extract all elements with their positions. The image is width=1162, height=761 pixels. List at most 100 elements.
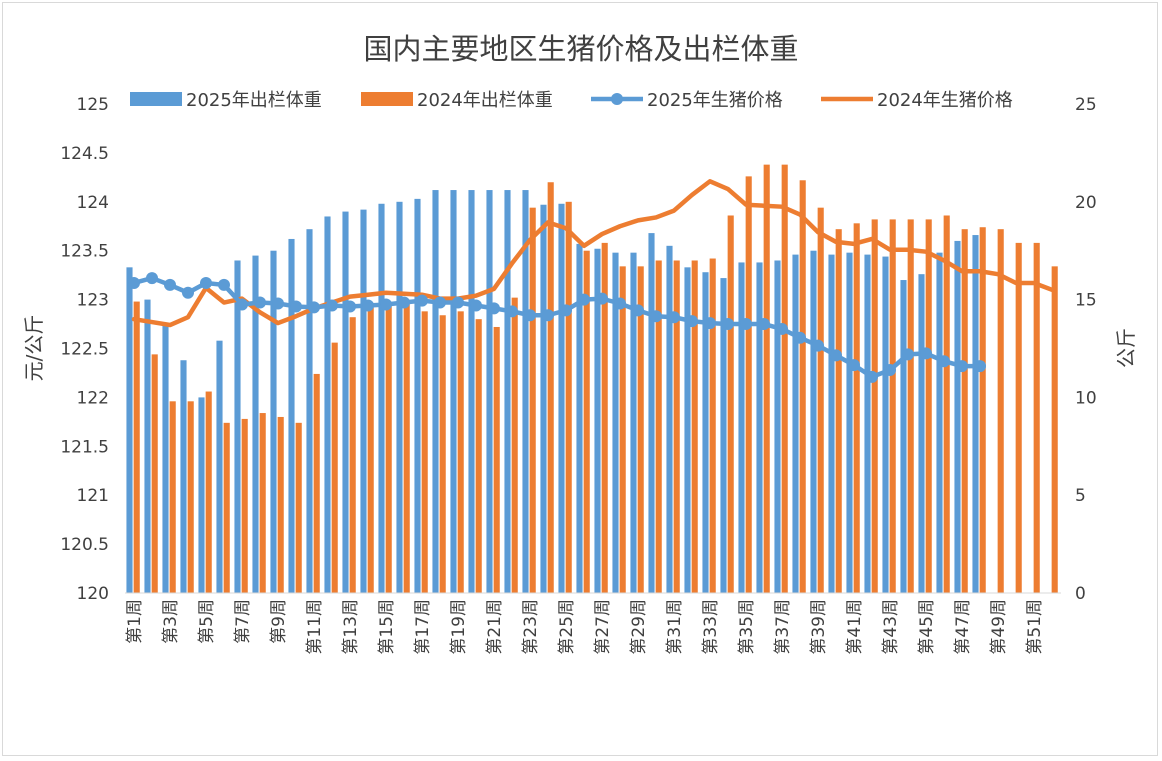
x-tick-label: 第41周 [845,599,865,655]
left-tick-label: 124.5 [60,144,109,164]
bar-2024-weight [637,266,644,593]
bar-2024-weight [763,164,770,593]
bar-2024-weight [475,319,482,593]
x-tick-label: 第29周 [629,599,649,655]
right-tick-label: 10 [1075,388,1097,408]
marker-2025-price [434,296,446,309]
legend-label: 2024年出栏体重 [417,90,553,111]
bar-2024-weight [313,373,320,593]
right-axis-title: 公斤 [1114,328,1138,368]
bar-2024-weight [583,250,590,593]
x-axis: 第1周 第3周 第5周 第7周 第9周 第11周 第13周 第15周 第17周 第19周 第21周第… [125,592,1061,655]
bar-2025-weight [162,324,169,593]
bar-2025-weight [954,240,961,594]
bar-2024-weight [439,315,446,593]
marker-2025-price [236,298,248,311]
bar-2025-weight [774,260,781,593]
left-tick-label: 120.5 [60,535,109,555]
x-tick-label: 第9周 [269,599,289,644]
marker-2025-price [902,348,914,361]
bar-2025-weight [630,252,637,593]
legend-swatch [361,92,413,106]
x-tick-label: 第47周 [953,599,973,655]
bar-2025-weight [828,254,835,594]
bar-2025-weight [972,235,979,594]
x-tick-label: 第23周 [521,599,541,655]
bar-2024-weight [187,401,194,593]
right-tick-label: 15 [1075,291,1097,311]
x-tick-label: 第49周 [989,599,1009,655]
marker-2025-price [218,278,230,291]
bar-2025-weight [648,233,655,593]
bar-2025-weight [378,203,385,593]
marker-2025-price [704,317,716,330]
x-tick-label: 第25周 [557,599,577,655]
marker-2025-price [974,360,986,373]
bar-2024-weight [295,422,302,593]
bar-2024-weight [277,416,284,593]
marker-2025-price [290,300,302,313]
bar-2024-weight [871,219,878,593]
bar-2025-weight [216,340,223,593]
left-tick-label: 121.5 [60,437,109,457]
bar-2025-weight [810,250,817,593]
bar-series [126,164,1058,594]
marker-2025-price [614,297,626,310]
bar-2024-weight [907,219,914,593]
chart-legend: 2025年出栏体重 2024年出栏体重 2025年生猪价格 2024年生猪价格 [130,90,1013,111]
bar-2025-weight [342,211,349,593]
bar-2025-weight [864,254,871,594]
x-tick-label: 第21周 [485,599,505,655]
marker-2025-price [956,360,968,373]
bar-2024-weight [1033,242,1040,593]
marker-2025-price [758,318,770,331]
left-tick-label: 123 [77,291,109,311]
bar-2025-weight [468,190,475,593]
bar-2024-weight [403,301,410,593]
marker-2025-price [452,296,464,309]
marker-2025-price [344,300,356,313]
bar-2025-weight [792,254,799,594]
marker-2025-price [380,298,392,311]
bar-2024-weight [925,219,932,593]
bar-2025-weight [144,299,151,593]
bar-2024-weight [565,201,572,594]
marker-2025-price [542,309,554,322]
bar-2025-weight [738,262,745,593]
right-tick-label: 20 [1075,193,1097,213]
x-tick-label: 第19周 [449,599,469,655]
marker-2025-price [920,347,932,360]
bar-2024-weight [457,311,464,593]
bar-2024-weight [349,317,356,593]
bar-2024-weight [673,260,680,593]
bar-2025-weight [126,267,133,593]
bar-2024-weight [961,229,968,593]
legend-marker [611,93,623,105]
x-tick-label: 第37周 [773,599,793,655]
x-tick-label: 第13周 [341,599,361,655]
marker-2025-price [362,299,374,312]
marker-2025-price [686,315,698,328]
bar-2025-weight [540,204,547,594]
marker-2025-price [866,370,878,383]
bar-2024-weight [709,258,716,593]
marker-2025-price [416,294,428,307]
marker-2025-price [740,318,752,331]
bar-2024-weight [799,180,806,593]
left-tick-label: 120 [77,584,109,604]
bar-2024-weight [853,223,860,593]
bar-2024-weight [547,182,554,594]
x-tick-label: 第17周 [413,599,433,655]
left-tick-label: 122 [77,388,109,408]
marker-2025-price [722,318,734,331]
bar-2025-weight [486,190,493,593]
marker-2025-price [254,296,266,309]
marker-2025-price [812,339,824,352]
marker-2025-price [632,304,644,317]
bar-2025-weight [306,229,313,593]
bar-2024-weight [223,422,230,593]
bar-2025-weight [504,190,511,593]
bar-2024-weight [151,354,158,593]
bar-2025-weight [918,274,925,593]
bar-2024-weight [997,229,1004,593]
